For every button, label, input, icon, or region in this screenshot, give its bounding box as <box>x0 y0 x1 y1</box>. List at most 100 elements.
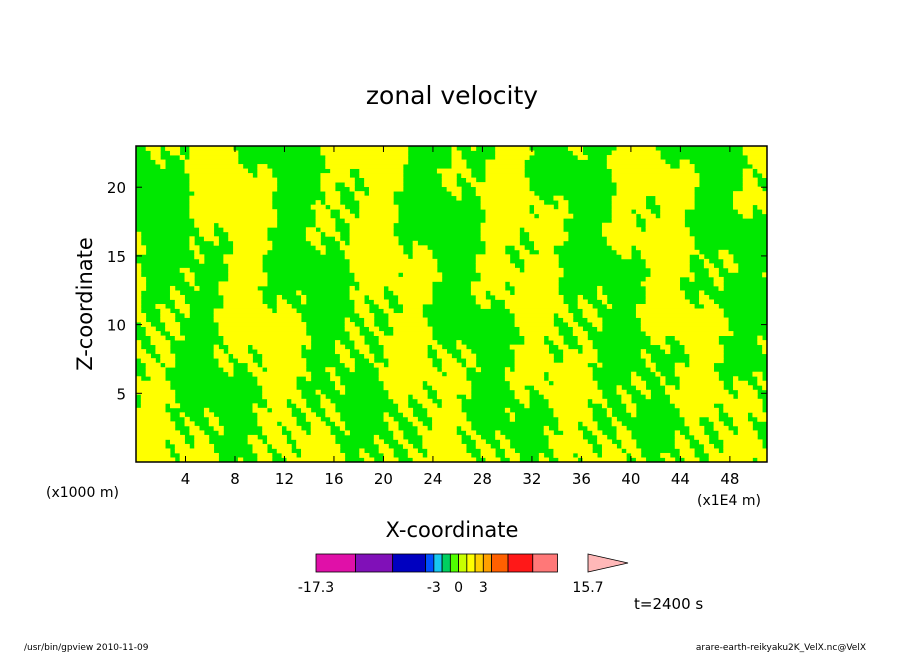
field-cell <box>325 164 404 169</box>
field-cell <box>441 367 467 373</box>
field-cell <box>184 421 195 427</box>
field-cell <box>645 331 734 336</box>
field-cell <box>427 407 462 413</box>
field-cell <box>145 367 166 373</box>
field-cell <box>762 272 767 278</box>
field-cell <box>208 416 219 422</box>
field-cell <box>354 195 394 201</box>
field-cell <box>257 457 273 462</box>
field-cell <box>660 209 685 215</box>
field-cell <box>339 353 350 359</box>
field-cell <box>325 200 341 206</box>
field-cell <box>713 276 724 282</box>
field-cell <box>335 385 346 391</box>
field-cell <box>169 285 176 291</box>
field-cell <box>378 304 389 309</box>
field-cell <box>621 443 637 449</box>
field-cell <box>733 195 767 201</box>
field-cell <box>281 452 297 458</box>
field-cell <box>169 290 181 296</box>
field-cell <box>213 313 302 318</box>
field-cell <box>262 430 283 436</box>
field-cell <box>213 240 219 246</box>
field-cell <box>553 448 593 454</box>
field-cell <box>626 407 637 413</box>
field-cell <box>645 222 685 228</box>
field-cell <box>359 281 433 287</box>
field-cell <box>373 331 384 336</box>
field-cell <box>184 164 244 169</box>
field-cell <box>354 191 365 197</box>
field-cell <box>616 434 632 440</box>
field-cell <box>567 146 583 151</box>
field-cell <box>563 358 598 364</box>
field-cell <box>742 186 763 192</box>
field-cell <box>616 249 632 255</box>
field-cell <box>597 294 608 300</box>
field-cell <box>553 412 593 418</box>
field-cell <box>252 371 312 377</box>
field-cell <box>534 204 554 210</box>
colorbar-segment <box>491 553 509 573</box>
field-cell <box>475 258 511 264</box>
field-cell <box>616 430 632 436</box>
field-cell <box>723 407 763 413</box>
field-cell <box>572 331 588 336</box>
field-cell <box>199 258 205 264</box>
field-cell <box>364 317 375 323</box>
field-cell <box>325 155 409 160</box>
field-cell <box>145 326 156 332</box>
field-cell <box>582 313 598 318</box>
field-cell <box>737 394 758 400</box>
field-cell <box>276 294 283 300</box>
field-cell <box>631 371 637 377</box>
field-cell <box>136 385 171 391</box>
field-cell <box>679 376 719 382</box>
field-cell <box>582 349 598 355</box>
colorbar-segment <box>507 553 534 573</box>
field-cell <box>548 403 588 409</box>
field-cell <box>674 430 681 436</box>
field-cell <box>203 236 219 242</box>
y-tick-label: 5 <box>116 385 126 403</box>
field-cell <box>189 430 205 436</box>
field-cell <box>519 326 559 332</box>
field-cell <box>679 380 724 386</box>
field-cell <box>184 159 239 165</box>
x-tick-label: 32 <box>522 470 541 488</box>
field-cell <box>543 430 554 436</box>
field-cell <box>621 398 632 404</box>
field-cell <box>335 421 346 427</box>
field-cell <box>752 371 763 377</box>
field-cell <box>737 389 758 395</box>
field-cell <box>335 344 346 350</box>
field-cell <box>514 362 588 368</box>
field-cell <box>223 254 263 260</box>
field-cell <box>228 267 263 273</box>
field-cell <box>136 412 171 418</box>
field-cell <box>422 403 438 409</box>
field-cell <box>136 425 176 431</box>
field-cell <box>213 349 224 355</box>
field-cell <box>305 236 321 242</box>
field-cell <box>402 443 414 449</box>
field-cell <box>451 150 462 156</box>
field-cell <box>635 385 647 391</box>
field-cell <box>383 457 399 462</box>
field-cell <box>485 173 525 178</box>
field-cell <box>553 340 564 346</box>
field-cell <box>611 200 647 206</box>
field-cell <box>558 425 579 431</box>
field-cell <box>635 245 695 251</box>
field-cell <box>665 349 671 355</box>
field-cell <box>296 290 302 296</box>
field-cell <box>325 191 341 197</box>
field-cell <box>699 299 715 305</box>
field-cell <box>737 430 758 436</box>
field-cell <box>359 452 370 458</box>
field-cell <box>572 150 583 156</box>
colorbar-segment <box>532 553 558 573</box>
field-cell <box>136 376 142 382</box>
colorbar-segment <box>355 553 394 573</box>
